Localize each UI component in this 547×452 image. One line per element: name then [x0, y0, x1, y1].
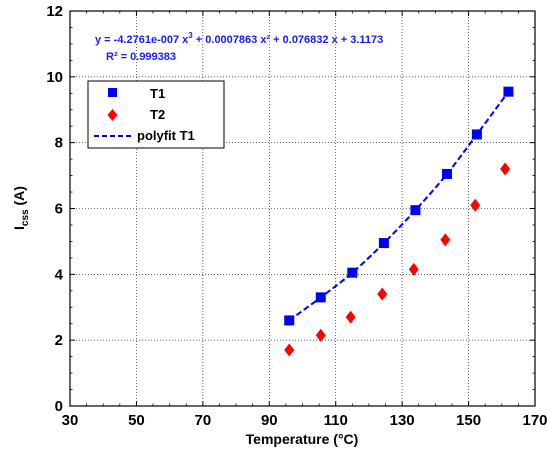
- data-point-t2: [440, 233, 451, 247]
- fit-equation-part2: + 0.0007863 x² + 0.076832 x + 3.1173: [193, 34, 384, 46]
- data-point-t2: [284, 343, 295, 357]
- fit-equation-sup: 3: [188, 31, 193, 40]
- data-point-t2: [377, 287, 388, 301]
- legend-label-t1: T1: [150, 86, 165, 101]
- y-tick-label: 6: [55, 201, 63, 218]
- data-point-t1: [503, 86, 514, 97]
- x-tick-label: 30: [62, 412, 79, 429]
- plot-frame: [69, 10, 536, 407]
- data-point-t2: [500, 162, 511, 176]
- legend-marker-t2: [107, 109, 118, 121]
- data-point-t1: [410, 205, 421, 216]
- data-point-t1: [315, 292, 326, 303]
- r-squared: R² = 0.999383: [106, 51, 176, 63]
- legend-label-fit: polyfit T1: [137, 128, 195, 143]
- x-tick-label: 70: [195, 412, 212, 429]
- legend: T1 T2 polyfit T1: [87, 80, 225, 149]
- fit-equation-part1: y = -4.2761e-007 x: [95, 34, 189, 46]
- x-tick-label: 110: [324, 412, 348, 429]
- x-tick-label: 170: [522, 412, 547, 429]
- data-point-t1: [347, 267, 358, 278]
- y-tick-label: 2: [55, 332, 63, 349]
- data-point-t1: [284, 315, 295, 326]
- x-tick-labels: 30 50 70 90 110 130 150 170: [62, 412, 547, 429]
- legend-marker-t1: [108, 88, 117, 97]
- legend-label-t2: T2: [150, 107, 165, 122]
- x-tick-label: 130: [390, 412, 415, 429]
- y-tick-label: 10: [46, 69, 63, 86]
- y-tick-label: 8: [55, 135, 63, 152]
- x-tick-label: 50: [128, 412, 145, 429]
- marker-layer: [284, 86, 514, 357]
- y-axis-title-main: I: [11, 226, 27, 230]
- data-point-t2: [315, 328, 326, 342]
- y-axis-title-unit: (A): [11, 186, 27, 209]
- y-axis-title-sub: css: [20, 209, 31, 226]
- y-tick-label: 0: [55, 398, 63, 415]
- data-point-t1: [378, 238, 389, 249]
- data-point-t2: [470, 198, 481, 212]
- fit-equation: y = -4.2761e-007 x3 + 0.0007863 x² + 0.0…: [95, 31, 383, 46]
- data-point-t2: [345, 310, 356, 324]
- grid-lines: [70, 11, 535, 406]
- y-tick-labels: 0 2 4 6 8 10 12: [46, 3, 63, 415]
- x-axis-title: Temperature (°C): [246, 431, 359, 447]
- y-tick-label: 4: [55, 266, 64, 283]
- y-axis-title: Icss (A): [11, 186, 31, 230]
- x-tick-label: 150: [456, 412, 481, 429]
- data-point-t2: [408, 262, 419, 276]
- data-point-t1: [471, 129, 482, 140]
- x-tick-label: 90: [261, 412, 278, 429]
- data-point-t1: [441, 168, 452, 179]
- y-tick-label: 12: [46, 3, 63, 20]
